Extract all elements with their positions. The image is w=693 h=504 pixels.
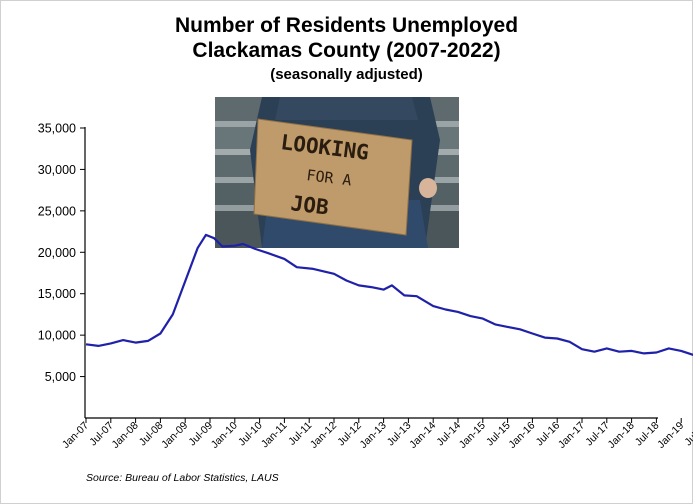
x-tick-label: Jan-11 bbox=[259, 420, 290, 451]
x-tick-label: Jan-15 bbox=[457, 420, 488, 451]
y-tick-label: 15,000 bbox=[38, 287, 76, 301]
x-tick-label: Jan-07 bbox=[60, 420, 91, 451]
x-tick-label: Jan-14 bbox=[407, 420, 438, 451]
y-tick-label: 5,000 bbox=[45, 370, 76, 384]
x-tick-label: Jan-08 bbox=[110, 420, 141, 451]
looking-for-job-photo bbox=[215, 97, 459, 248]
y-tick-label: 10,000 bbox=[38, 329, 76, 343]
x-tick-label: Jan-13 bbox=[358, 420, 389, 451]
y-tick-label: 30,000 bbox=[38, 163, 76, 177]
source-note: Source: Bureau of Labor Statistics, LAUS bbox=[86, 472, 279, 484]
y-tick-label: 25,000 bbox=[38, 204, 76, 218]
x-tick-label: Jan-19 bbox=[655, 420, 686, 451]
y-tick-label: 35,000 bbox=[38, 121, 76, 135]
series-line bbox=[85, 233, 693, 356]
chart-title: Number of Residents Unemployed bbox=[174, 14, 519, 37]
chart-title-line2: Clackamas County (2007-2022) bbox=[192, 39, 501, 62]
chart-subtitle: (seasonally adjusted) bbox=[270, 66, 423, 83]
x-tick-label: Jan-10 bbox=[209, 420, 240, 451]
x-tick-label: Jan-16 bbox=[506, 420, 537, 451]
svg-text:FOR A: FOR A bbox=[306, 166, 353, 189]
y-tick-label: 20,000 bbox=[38, 246, 76, 260]
x-tick-label: Jan-12 bbox=[308, 420, 339, 451]
x-tick-label: Jan-09 bbox=[159, 420, 190, 451]
x-tick-label: Jan-18 bbox=[606, 420, 637, 451]
x-tick-label: Jan-17 bbox=[556, 420, 587, 451]
x-tick-label: Jul-19 bbox=[682, 420, 693, 449]
svg-text:JOB: JOB bbox=[289, 191, 330, 219]
